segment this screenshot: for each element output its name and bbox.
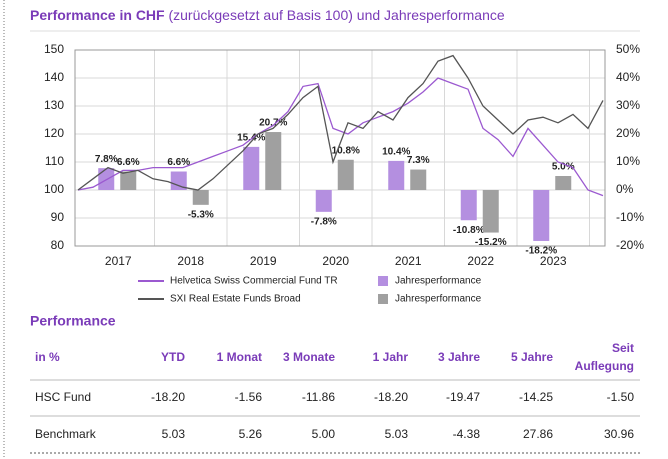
table-header: Seit Auflegung: [575, 341, 634, 373]
bar: [337, 159, 354, 190]
bar: [315, 190, 332, 212]
line-series: [77, 77, 604, 197]
line-series: [77, 54, 604, 191]
bar: [243, 146, 260, 190]
y2-tick-label: 50%: [616, 42, 640, 56]
bar-value-label: 5.0%: [552, 162, 575, 173]
bar-value-label: 7.3%: [407, 155, 430, 166]
bar: [482, 190, 499, 233]
x-tick-label: 2023: [540, 254, 567, 268]
table-header: 3 Monate: [283, 350, 335, 364]
table-cell: Benchmark: [35, 427, 97, 441]
bar-value-label: 15.4%: [237, 133, 265, 144]
bar-value-label: 10.4%: [382, 147, 410, 158]
table-cell: 5.03: [385, 427, 409, 441]
legend-swatch: [378, 276, 388, 286]
legend-swatch: [378, 294, 388, 304]
bar: [265, 132, 282, 190]
y2-tick-label: -20%: [616, 238, 644, 252]
table-header: 3 Jahre: [438, 350, 480, 364]
table-cell: HSC Fund: [35, 390, 91, 404]
bar: [410, 169, 427, 190]
chart-title: Performance in CHF: [30, 7, 165, 23]
y2-tick-label: 10%: [616, 154, 640, 168]
legend-label: Jahresperformance: [395, 294, 482, 305]
table-cell: -11.86: [302, 390, 335, 404]
y2-tick-label: 30%: [616, 98, 640, 112]
y-tick-label: 100: [44, 182, 64, 196]
y-tick-label: 80: [51, 238, 65, 252]
legend-label: SXI Real Estate Funds Broad: [170, 294, 301, 305]
bar-value-label: 20.7%: [259, 118, 287, 129]
bar-value-label: 6.6%: [117, 157, 140, 168]
table-header: YTD: [161, 350, 185, 364]
y-tick-label: 110: [45, 154, 64, 168]
y-tick-label: 120: [44, 126, 64, 140]
table-cell: -4.38: [453, 427, 481, 441]
y-tick-label: 90: [51, 210, 65, 224]
bar-value-label: 7.8%: [95, 154, 118, 165]
legend-label: Helvetica Swiss Commercial Fund TR: [170, 276, 338, 287]
y2-tick-label: 40%: [616, 70, 640, 84]
table-cell: 5.03: [162, 427, 186, 441]
y-tick-label: 140: [44, 70, 64, 84]
table-header: in %: [35, 350, 60, 364]
bar-value-label: -15.2%: [475, 237, 507, 248]
table-cell: 27.86: [523, 427, 553, 441]
bar: [460, 190, 477, 221]
bar-value-label: -7.8%: [311, 216, 337, 227]
table-cell: -14.25: [519, 390, 553, 404]
table-header: 1 Jahr: [373, 350, 409, 364]
bar: [192, 190, 209, 205]
y2-tick-label: 0%: [616, 182, 634, 196]
bar: [120, 171, 137, 190]
x-tick-label: 2019: [250, 254, 277, 268]
table-cell: -1.56: [235, 390, 263, 404]
table-cell: -18.20: [151, 390, 185, 404]
table-cell: 30.96: [604, 427, 634, 441]
y2-tick-label: 20%: [616, 126, 640, 140]
bar-value-label: -18.2%: [525, 246, 557, 257]
plot-frame: [74, 49, 606, 247]
x-tick-label: 2021: [395, 254, 422, 268]
bar: [170, 171, 187, 190]
bar-value-label: 6.6%: [167, 157, 190, 168]
table-cell: -1.50: [607, 390, 635, 404]
table-cell: 5.00: [312, 427, 336, 441]
y-tick-label: 130: [44, 98, 64, 112]
bar-value-label: -10.8%: [453, 225, 485, 236]
table-title: Performance: [30, 313, 116, 329]
table-cell: -18.20: [374, 390, 408, 404]
x-tick-label: 2018: [177, 254, 204, 268]
x-tick-label: 2022: [467, 254, 494, 268]
x-tick-label: 2020: [322, 254, 349, 268]
y2-tick-label: -10%: [616, 210, 644, 224]
x-tick-label: 2017: [105, 254, 132, 268]
bar-value-label: -5.3%: [188, 209, 214, 220]
table-header: 5 Jahre: [511, 350, 553, 364]
table-header: 1 Monat: [217, 350, 262, 364]
bar-value-label: 10.8%: [332, 145, 360, 156]
bar: [388, 160, 405, 190]
bar: [555, 176, 572, 190]
y-tick-label: 150: [44, 42, 64, 56]
bar: [533, 190, 550, 241]
chart-subtitle: (zurückgesetzt auf Basis 100) und Jahres…: [168, 7, 504, 23]
table-cell: -19.47: [446, 390, 480, 404]
table-cell: 5.26: [239, 427, 263, 441]
legend-label: Jahresperformance: [395, 276, 482, 287]
title: Performance in CHF (zurückgesetzt auf Ba…: [30, 7, 505, 23]
